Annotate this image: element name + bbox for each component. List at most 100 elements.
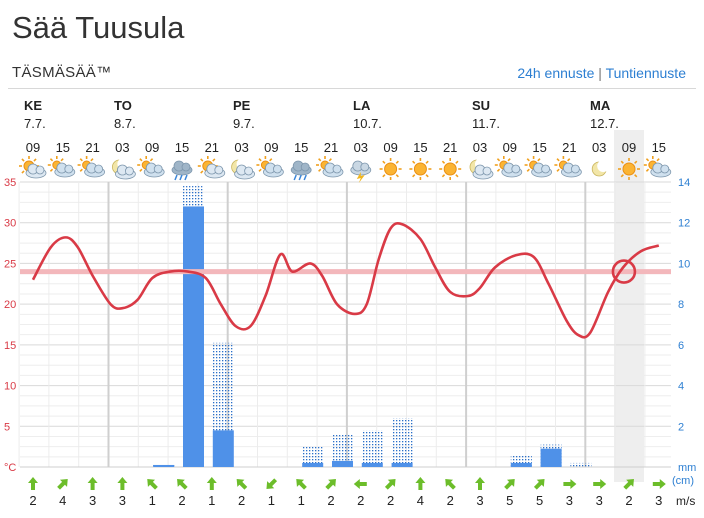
link-24h-forecast[interactable]: 24h ennuste [517,65,595,81]
hour-label: 21 [85,140,99,155]
day-header: MA 12.7. [590,97,619,133]
day-header: PE 9.7. [233,97,255,133]
cloudy-icon [137,156,165,178]
sun-icon [618,158,640,180]
hour-label: 15 [413,140,427,155]
cloud-puff [153,164,163,174]
wind-speed: 4 [417,493,424,508]
wind-speed: 1 [149,493,156,508]
precip-tick: 8 [678,299,684,311]
sun-ray [507,158,511,162]
moon-shade [597,160,610,172]
sun-ray [258,158,262,162]
sun-disc [413,162,427,176]
sun-ray [496,158,501,162]
cloudy-icon [47,156,76,178]
wind-arrow-icon [353,479,367,489]
sun-ray [441,160,446,164]
precip-tick: 6 [678,340,684,352]
arrow-shape [87,477,98,490]
cloud-puff [272,164,282,174]
moon-icon [591,160,610,177]
sun-ray [620,174,624,178]
hour-label: 03 [115,140,129,155]
precip-bar [332,460,353,467]
hour-label: 15 [56,140,70,155]
wind-arrow-icon [563,479,577,489]
cloudy-icon [256,156,284,178]
wind-speed: 1 [208,493,215,508]
rain-drop [293,174,297,181]
sun-ray [328,158,332,162]
arrow-shape [415,477,426,490]
arrow-shape [533,479,545,490]
precip-unit: mm [678,462,696,474]
cloudy-icon [643,156,672,178]
moon-cloud-icon [231,158,256,180]
sun-ray [656,158,660,162]
rain-drop [298,174,302,181]
rain-cloud-icon [171,160,193,181]
sun-ray [90,158,94,162]
arrow-shape [236,479,248,490]
temperature-line [31,222,660,339]
wind-speed: 5 [506,493,513,508]
temperature-tick: 20 [4,299,16,311]
cloudy-icon [554,156,582,178]
arrow-shape [117,477,128,490]
wind-arrow-icon [57,479,68,490]
day-date: 7.7. [24,116,46,131]
rain-drop [184,174,188,181]
hour-label: 09 [26,140,40,155]
sun-ray [21,170,25,174]
cloud-puff [35,165,45,175]
sun-disc [443,162,457,176]
cloud-puff [244,166,254,176]
sun-cloud-icon [197,156,226,179]
precip-bar [212,430,234,467]
sun-ray [395,174,399,178]
sun-ray [412,174,416,178]
wind-arrow-icon [325,479,336,490]
sun-ray [258,168,262,172]
day-name: KE [24,98,43,113]
wind-speed: 3 [476,493,483,508]
lightning-bolt [356,172,365,183]
sun-ray [556,158,560,162]
sun-ray [441,174,446,178]
cloud-puff [360,162,370,172]
thunder-icon [350,160,372,183]
arrow-shape [475,477,485,490]
cloud-puff [511,164,521,174]
day-date: 12.7. [590,116,619,131]
hour-label: 21 [324,140,338,155]
moon-cloud-icon [469,158,494,180]
link-hourly-forecast[interactable]: Tuntiennuste [605,65,686,81]
sun-icon [409,158,432,180]
sun-ray [318,168,322,172]
temperature-tick: 35 [4,177,16,189]
precip-bar [302,462,324,467]
rain-drop [303,174,307,181]
precip-max-bar [570,462,592,467]
sun-ray [139,158,143,162]
hour-label: 15 [652,140,666,155]
wind-speed: 2 [178,493,185,508]
wind-speed: 2 [238,493,245,508]
precip-unit-cm: (cm) [672,475,694,487]
arrow-shape [445,479,456,490]
wind-arrow-icon [593,479,607,489]
sun-ray [567,158,571,162]
cloud-puff [64,164,74,174]
hour-label: 09 [264,140,278,155]
sun-ray [526,168,530,172]
hour-label: 03 [354,140,368,155]
wind-arrow-icon [28,477,38,490]
wind-speed: 2 [387,493,394,508]
arrow-shape [563,479,577,489]
temperature-tick: 30 [4,218,16,230]
sun-ray [60,158,64,162]
wind-arrow-icon [652,479,666,489]
cloud-puff [181,162,191,172]
